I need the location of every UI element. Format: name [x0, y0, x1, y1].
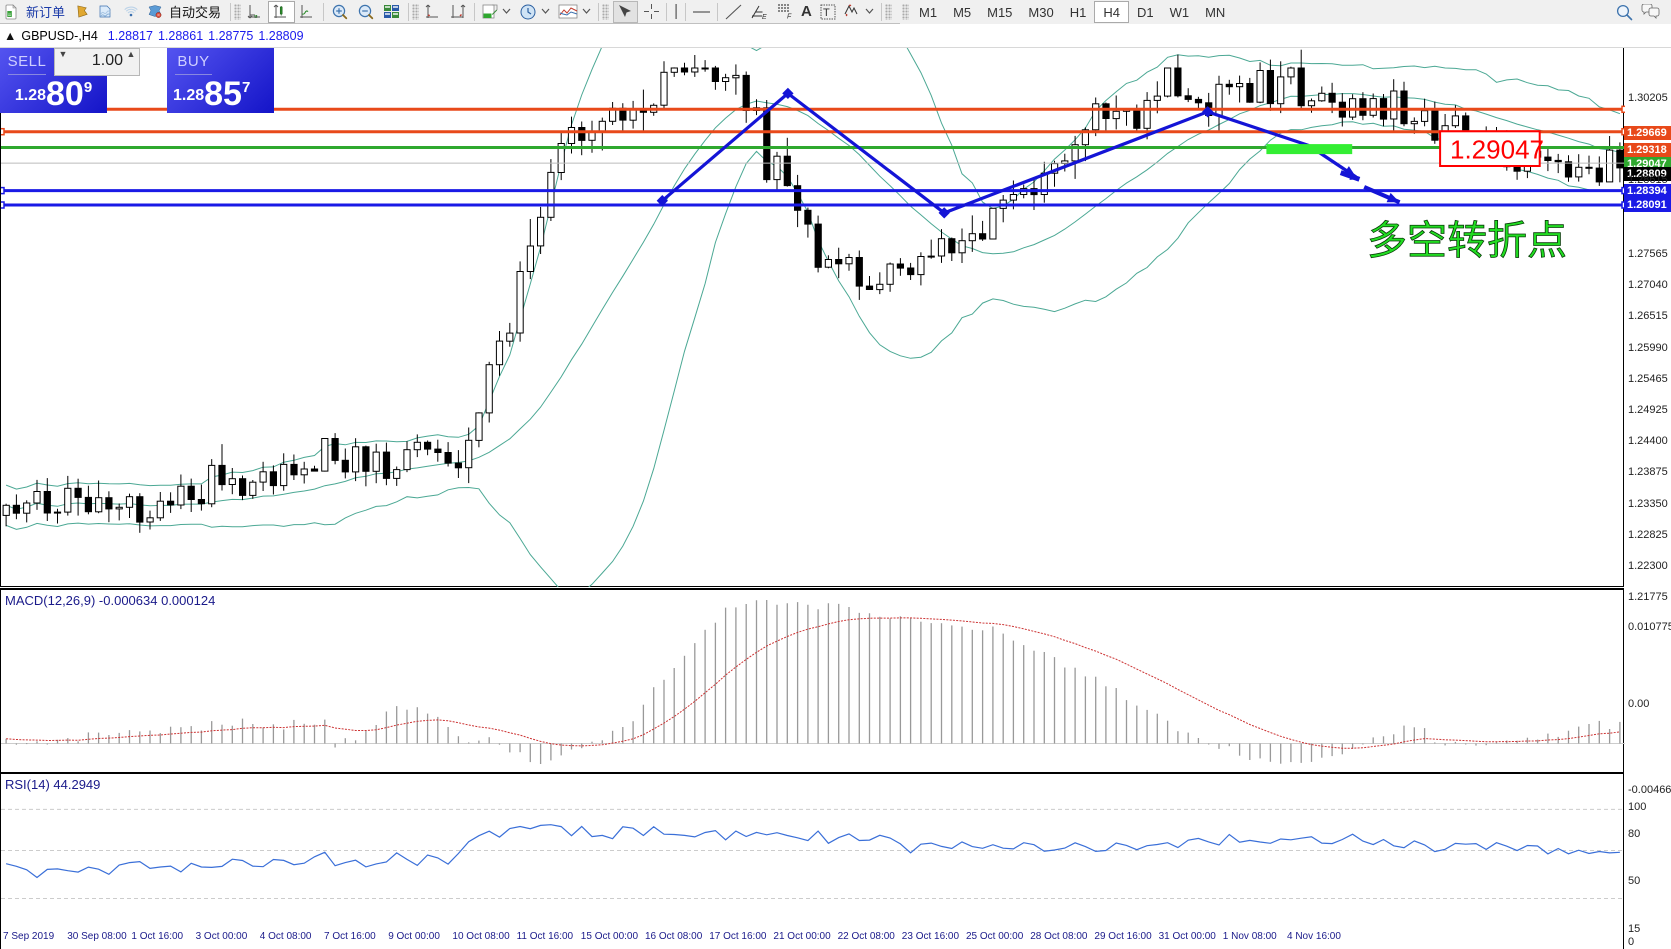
svg-text:E: E [762, 14, 767, 20]
svg-text:T: T [823, 7, 830, 19]
svg-text:多空转折点: 多空转折点 [1367, 219, 1567, 263]
svg-text:1.29047: 1.29047 [1450, 135, 1544, 165]
svg-text:F: F [787, 14, 792, 20]
